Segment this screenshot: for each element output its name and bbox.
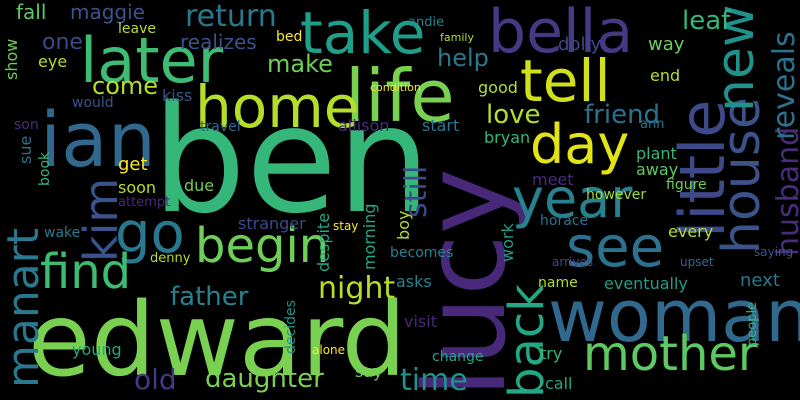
word-decides: decides [283,300,299,354]
word-figure: figure [666,177,707,193]
word-year: year [512,167,633,230]
word-ian: ian [40,95,156,184]
word-dolly: dolly [558,34,602,55]
word-house: house [712,97,772,254]
word-way: way [648,34,685,55]
word-bryan: bryan [484,128,531,147]
word-daughter: daughter [205,364,324,394]
word-son: son [14,117,39,133]
word-eventually: eventually [604,274,688,293]
word-back: back [499,283,555,398]
word-return: return [185,0,277,34]
word-tell: tell [520,47,611,115]
word-stay: stay [333,219,359,233]
word-say: say [355,362,383,381]
word-manart: manart [0,227,49,388]
word-ann: ann [640,117,665,132]
word-plant: plant [636,144,677,163]
word-visit: visit [404,312,437,331]
word-leaf: leaf [682,6,731,36]
word-begin: begin [195,218,330,274]
word-name: name [538,275,578,291]
word-night: night [318,271,396,306]
word-would: would [72,95,114,111]
word-make: make [267,50,333,78]
word-sue: sue [16,135,35,164]
word-try: try [540,344,563,363]
word-friend: friend [584,100,661,130]
word-attempt: attempt [118,195,171,210]
word-leave: leave [118,21,156,37]
word-see: see [566,215,665,280]
word-boy: boy [394,210,413,240]
word-show: show [2,38,21,80]
word-morning: morning [360,203,379,270]
word-allison: allison [338,116,390,135]
word-come: come [92,72,159,100]
word-life: life [345,54,455,138]
word-young: young [72,340,122,359]
word-travel: travel [200,119,241,135]
word-people: people [745,301,760,346]
word-change: change [432,349,484,365]
word-edward: edward [28,281,407,400]
word-wake: wake [44,225,81,241]
word-alone: alone [312,343,346,357]
word-arrives: arrives [552,255,594,269]
word-old: old [134,363,177,396]
word-stranger: stranger [238,214,306,233]
word-find: find [40,244,132,300]
word-soon: soon [118,178,157,197]
word-one: one [42,30,83,55]
word-family: family [440,31,474,44]
word-work: work [498,223,517,262]
word-go: go [115,201,185,266]
word-maggie: maggie [70,0,145,24]
word-love: love [486,100,541,130]
word-time: time [400,363,468,398]
word-husband: husband [771,126,800,256]
word-home: home [195,73,360,141]
word-condition: condition [370,81,421,94]
word-denny: denny [150,251,191,266]
word-away: away [636,160,679,179]
word-book: book [37,151,53,186]
word-next: next [740,270,780,291]
word-call: call [545,374,573,393]
word-andie: andie [408,15,445,30]
word-later: later [80,24,224,97]
word-end: end [650,66,681,85]
word-kiss: kiss [162,86,193,105]
word-start: start [422,116,460,135]
word-upset: upset [680,255,714,269]
word-however: however [586,187,647,203]
word-reveals: reveals [767,31,800,140]
word-take: take [300,0,426,67]
word-get: get [118,154,148,175]
word-fall: fall [16,0,47,24]
word-due: due [184,176,215,195]
word-horace: horace [540,213,589,229]
word-bed: bed [276,29,303,45]
word-bella: bella [488,0,634,67]
word-eye: eye [38,52,68,71]
word-despite: despite [314,212,333,272]
word-woman: woman [548,274,800,358]
word-father: father [170,282,249,312]
word-saying: saying [754,245,794,259]
word-ben: ben [152,74,431,246]
word-asks: asks [396,272,432,291]
word-becomes: becomes [390,245,454,261]
word-mother: mother [583,326,758,382]
word-meet: meet [532,170,574,189]
word-every: every [668,222,714,241]
word-help: help [437,44,489,72]
word-realizes: realizes [180,30,257,54]
word-good: good [478,78,518,97]
word-day: day [530,113,630,176]
